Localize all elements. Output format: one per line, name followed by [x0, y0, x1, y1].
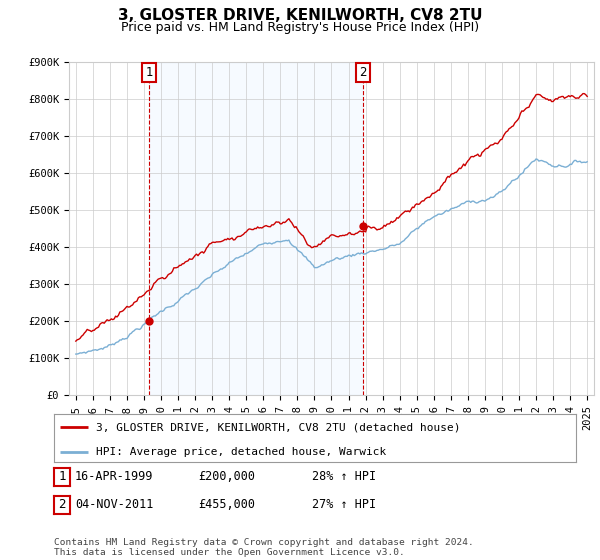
Text: 3, GLOSTER DRIVE, KENILWORTH, CV8 2TU (detached house): 3, GLOSTER DRIVE, KENILWORTH, CV8 2TU (d… — [96, 422, 460, 432]
Text: 27% ↑ HPI: 27% ↑ HPI — [312, 498, 376, 511]
Text: 2: 2 — [58, 498, 65, 511]
Text: 16-APR-1999: 16-APR-1999 — [75, 470, 154, 483]
Text: 2: 2 — [359, 66, 367, 79]
Text: £200,000: £200,000 — [198, 470, 255, 483]
Text: 1: 1 — [58, 470, 65, 483]
Text: 1: 1 — [145, 66, 152, 79]
Text: 04-NOV-2011: 04-NOV-2011 — [75, 498, 154, 511]
Text: 3, GLOSTER DRIVE, KENILWORTH, CV8 2TU: 3, GLOSTER DRIVE, KENILWORTH, CV8 2TU — [118, 8, 482, 24]
Text: Price paid vs. HM Land Registry's House Price Index (HPI): Price paid vs. HM Land Registry's House … — [121, 21, 479, 34]
Text: Contains HM Land Registry data © Crown copyright and database right 2024.
This d: Contains HM Land Registry data © Crown c… — [54, 538, 474, 557]
Bar — [149, 62, 363, 395]
Text: £455,000: £455,000 — [198, 498, 255, 511]
Text: HPI: Average price, detached house, Warwick: HPI: Average price, detached house, Warw… — [96, 446, 386, 456]
Text: 28% ↑ HPI: 28% ↑ HPI — [312, 470, 376, 483]
